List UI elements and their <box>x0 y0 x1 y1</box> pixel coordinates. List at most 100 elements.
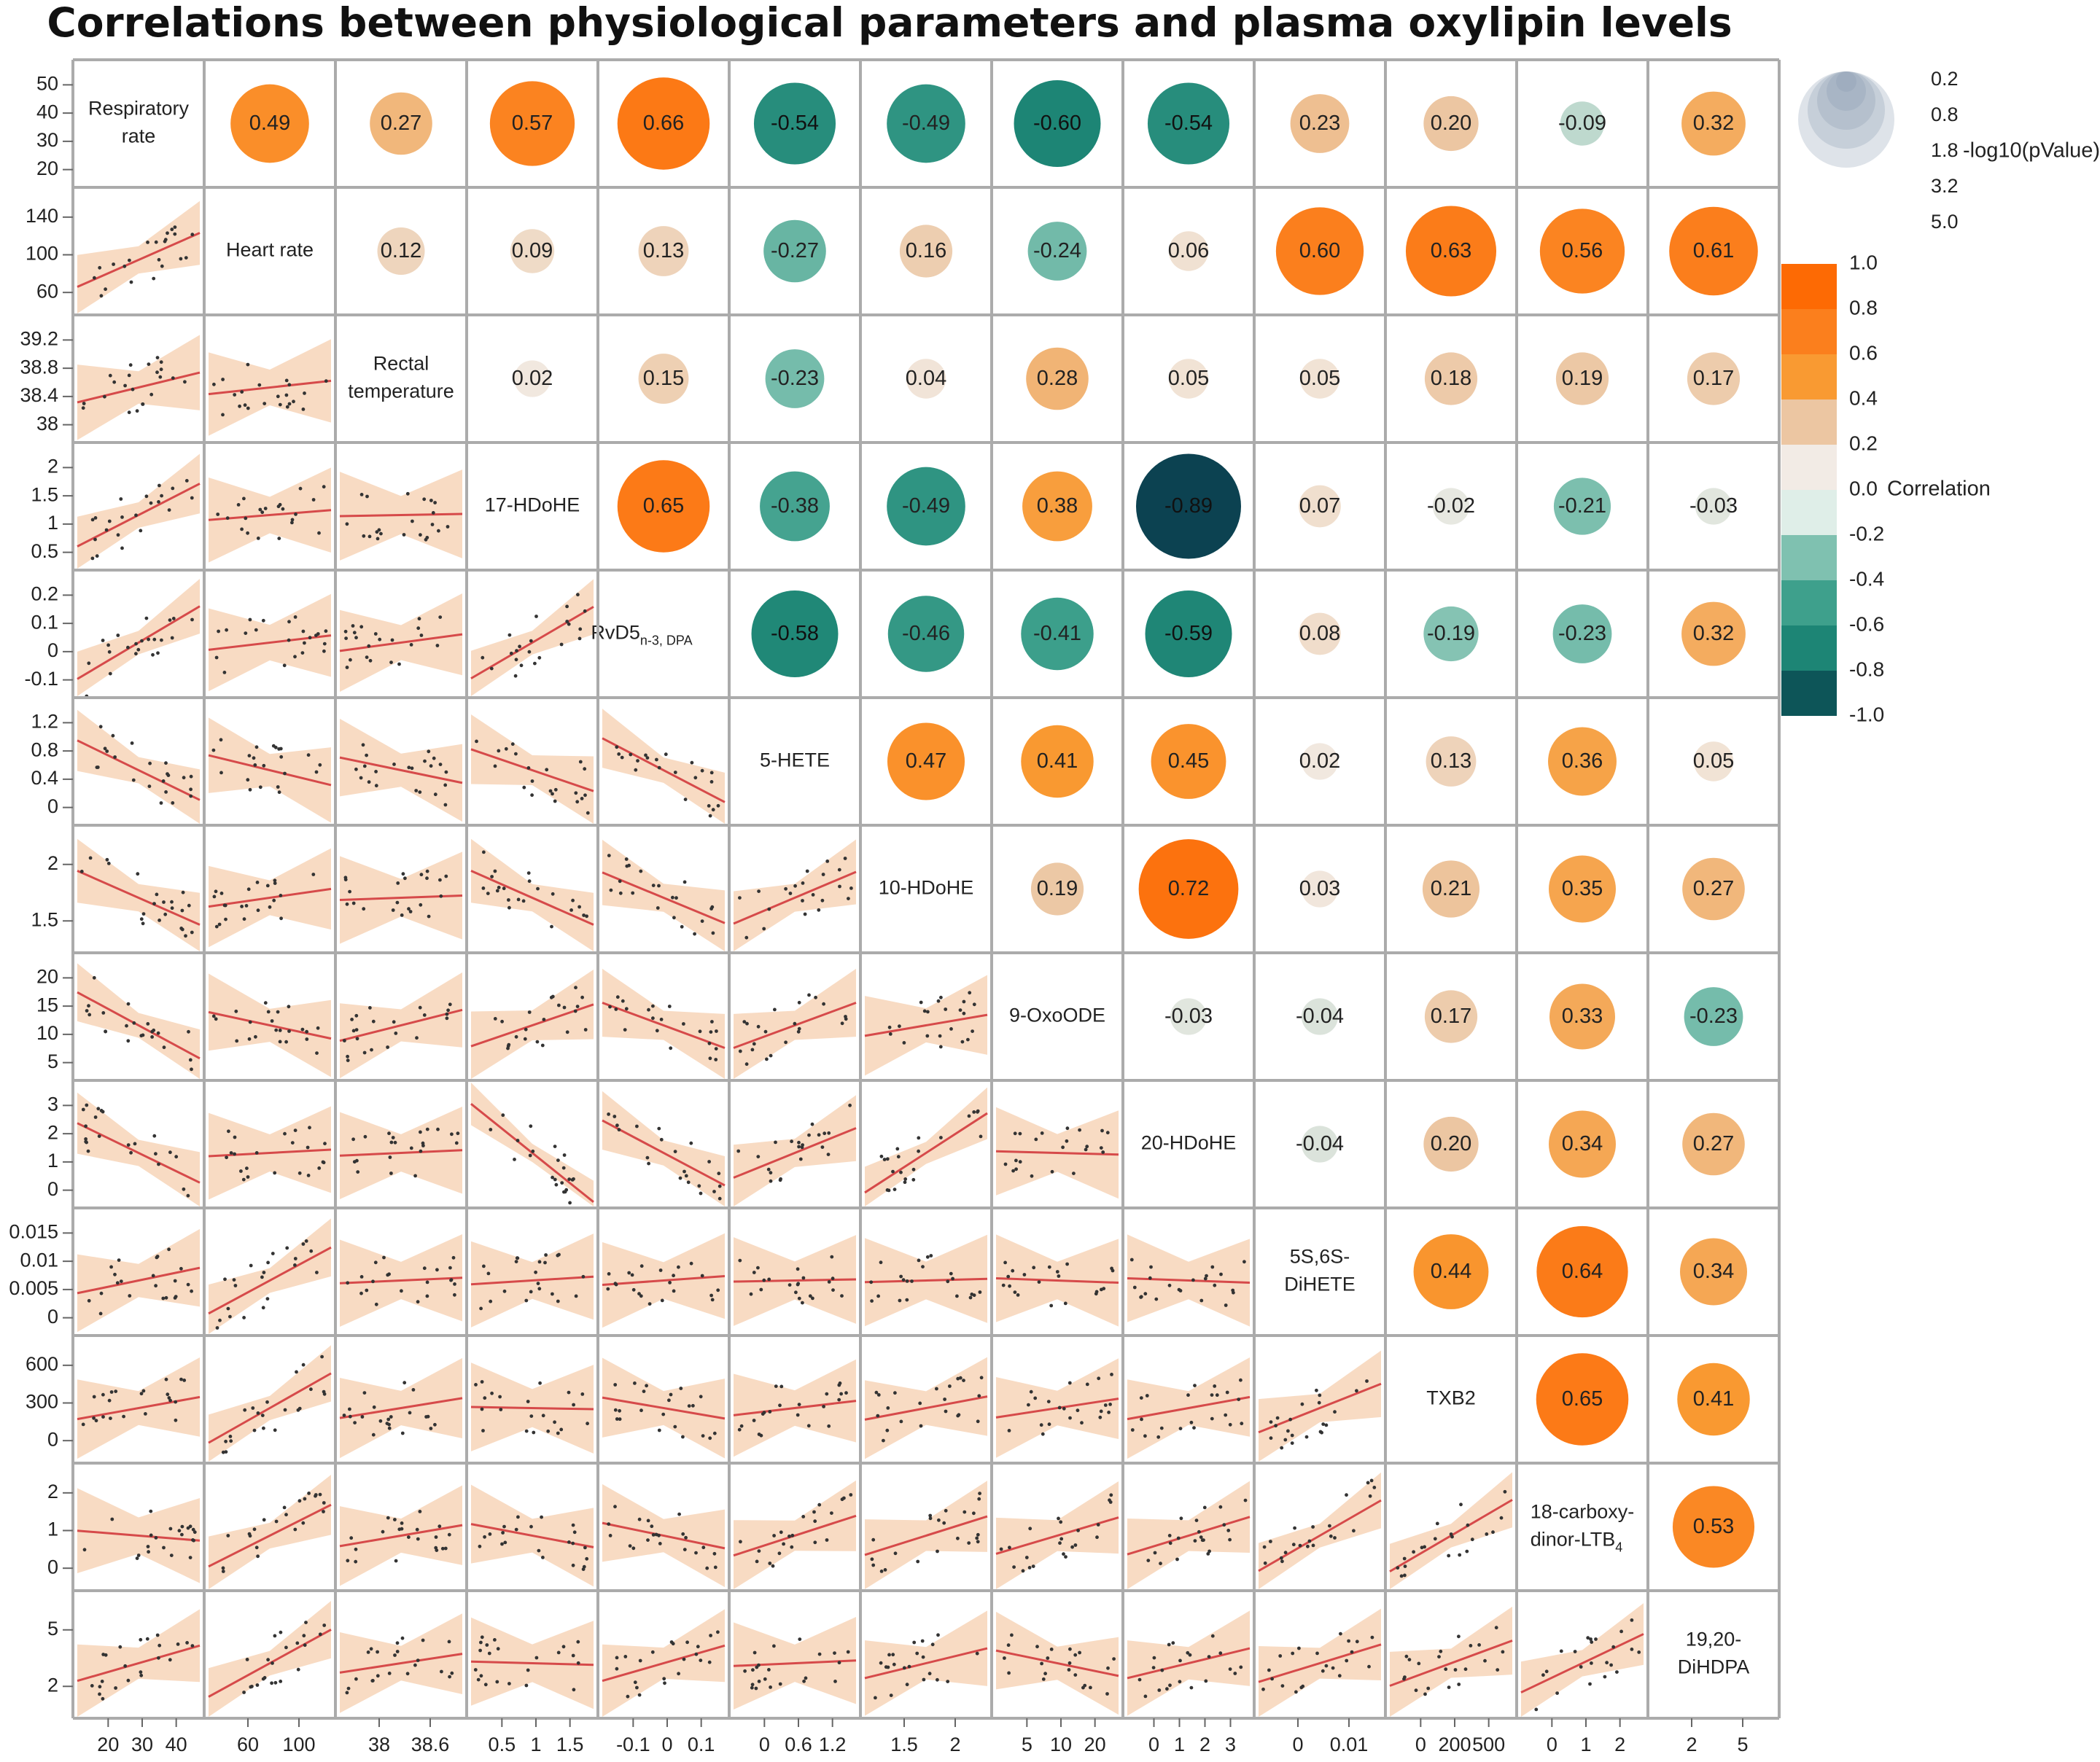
data-point <box>1073 1653 1078 1657</box>
data-point <box>157 257 161 262</box>
data-point <box>756 1155 761 1158</box>
data-point <box>366 1650 370 1654</box>
data-point <box>354 1559 358 1564</box>
data-point <box>273 878 277 883</box>
data-point <box>349 1536 354 1540</box>
data-point <box>129 1150 133 1155</box>
data-point <box>424 1415 428 1419</box>
data-point <box>409 1146 413 1150</box>
data-point <box>502 1524 506 1529</box>
data-point <box>1049 1648 1054 1651</box>
data-point <box>754 1686 758 1691</box>
regression-line <box>602 871 726 924</box>
data-point <box>1280 1559 1284 1564</box>
correlation-label: -0.21 <box>1558 494 1606 518</box>
data-point <box>186 1526 190 1530</box>
data-point <box>630 1273 634 1277</box>
data-point <box>151 1274 155 1278</box>
correlation-label: 0.65 <box>643 494 684 518</box>
x-axis-tick-label: 2 <box>1614 1734 1625 1755</box>
data-point <box>553 1177 557 1182</box>
data-point <box>126 1039 131 1043</box>
data-point <box>822 1405 825 1408</box>
data-point <box>537 1548 541 1553</box>
correlation-label: -0.04 <box>1296 1132 1344 1155</box>
data-point <box>540 1043 545 1048</box>
data-point <box>972 1293 976 1298</box>
data-point <box>673 1424 677 1429</box>
data-point <box>306 753 311 757</box>
data-point <box>710 1020 714 1024</box>
data-point <box>400 1289 403 1293</box>
regression-line <box>995 1397 1119 1419</box>
data-point <box>905 1298 909 1302</box>
regression-line <box>602 1274 726 1287</box>
data-point <box>438 1524 442 1529</box>
correlation-bubble <box>1539 208 1625 294</box>
x-axis-tick-label: 0 <box>1292 1734 1303 1755</box>
data-point <box>394 1032 398 1035</box>
data-point <box>483 1396 487 1400</box>
data-point <box>129 280 133 284</box>
correlation-label: 0.41 <box>1693 1387 1734 1411</box>
data-point <box>219 738 223 742</box>
data-point <box>774 1140 777 1145</box>
data-point <box>513 674 518 678</box>
confidence-band <box>77 1092 200 1206</box>
data-point <box>1224 1413 1228 1417</box>
data-point <box>920 1639 925 1643</box>
data-point <box>1007 1429 1011 1432</box>
data-point <box>370 1679 375 1683</box>
correlation-label: 0.28 <box>1037 367 1078 390</box>
data-point <box>928 1672 932 1676</box>
data-point <box>576 1640 580 1644</box>
data-point <box>134 513 138 518</box>
data-point <box>495 1680 499 1684</box>
correlation-bubble <box>1168 359 1209 399</box>
correlation-label: 0.16 <box>906 239 946 262</box>
confidence-band <box>471 579 594 696</box>
data-point <box>389 1172 393 1175</box>
data-point <box>1014 1167 1018 1172</box>
data-point <box>1194 1519 1199 1523</box>
data-point <box>551 792 554 796</box>
data-point <box>689 1141 693 1145</box>
correlation-bubble <box>899 225 953 278</box>
data-point <box>544 1253 548 1257</box>
data-point <box>576 1661 580 1665</box>
data-point <box>379 531 383 536</box>
regression-line <box>733 1127 857 1179</box>
data-point <box>155 892 159 897</box>
x-axis-tick-label: 100 <box>282 1734 315 1755</box>
correlation-bubble <box>1021 725 1094 798</box>
data-point <box>448 1675 451 1679</box>
data-point <box>635 1124 639 1128</box>
data-point <box>1105 1692 1109 1696</box>
correlation-label: -0.60 <box>1033 112 1081 135</box>
data-point <box>226 1534 230 1537</box>
data-point <box>638 1658 642 1663</box>
data-point <box>948 1384 952 1388</box>
data-point <box>445 1012 449 1016</box>
data-point <box>1103 1403 1108 1407</box>
data-point <box>718 1196 722 1201</box>
data-point <box>479 1640 483 1645</box>
data-point <box>322 642 327 646</box>
data-point <box>139 1392 144 1396</box>
data-point <box>690 760 694 765</box>
data-point <box>422 1266 427 1271</box>
regression-line <box>77 1122 201 1184</box>
data-point <box>1188 1653 1192 1657</box>
data-point <box>128 1294 132 1298</box>
correlation-bubble <box>1299 612 1341 655</box>
data-point <box>285 405 289 409</box>
data-point <box>651 1533 656 1537</box>
correlation-label: 0.64 <box>1562 1260 1603 1283</box>
data-point <box>898 1024 901 1029</box>
data-point <box>1007 1671 1011 1675</box>
data-point <box>296 1667 300 1672</box>
correlation-label: -0.27 <box>771 239 819 262</box>
data-point <box>322 1501 326 1505</box>
data-point <box>191 1527 195 1532</box>
data-point <box>801 881 805 885</box>
